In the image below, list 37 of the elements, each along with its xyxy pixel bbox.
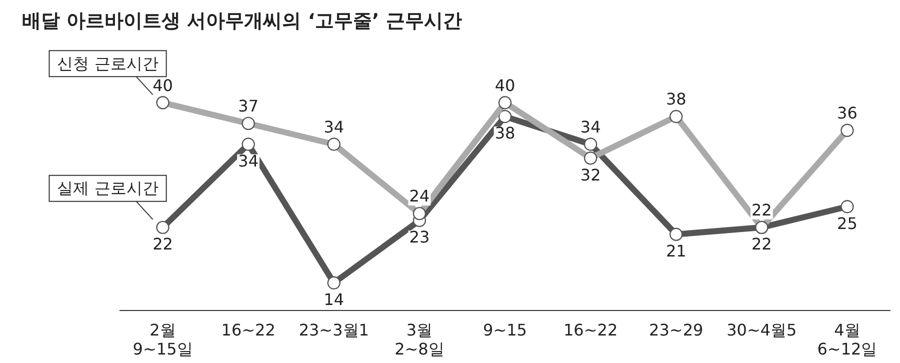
data-label: 24 xyxy=(409,186,430,206)
data-label: 38 xyxy=(494,124,516,143)
data-label: 38 xyxy=(666,90,686,109)
data-label: 25 xyxy=(837,214,858,233)
data-label: 14 xyxy=(324,290,344,310)
point xyxy=(242,138,255,151)
x-tick-label: 16~22 xyxy=(563,320,618,340)
point xyxy=(498,110,512,124)
point xyxy=(840,200,854,214)
data-label: 37 xyxy=(238,96,259,116)
chart-title: 배달 아르바이트생 서아무개씨의 ‘고무줄’ 근무시간 xyxy=(21,9,463,34)
point xyxy=(327,276,340,290)
data-label: 40 xyxy=(152,76,173,95)
data-label: 32 xyxy=(580,165,601,184)
data-label: 34 xyxy=(580,117,601,136)
point xyxy=(156,220,170,234)
point xyxy=(670,228,683,241)
x-tick-label: 3월 2~8일 xyxy=(394,320,444,359)
data-label: 23 xyxy=(409,228,430,247)
data-label: 22 xyxy=(751,234,772,254)
x-tick-label: 2월 9~15일 xyxy=(132,320,193,359)
data-label: 34 xyxy=(238,151,259,170)
series-label: 신청 근로시간 xyxy=(57,54,158,73)
x-tick-label: 23~29 xyxy=(649,320,704,340)
data-label: 36 xyxy=(837,104,858,123)
data-label: 22 xyxy=(152,234,173,254)
x-tick-label: 9~15 xyxy=(483,320,527,340)
point xyxy=(584,138,598,151)
series-label: 실제 근로시간 xyxy=(57,178,158,198)
x-tick-label: 30~4월5 xyxy=(726,320,797,340)
data-label: 40 xyxy=(494,76,516,95)
data-label: 34 xyxy=(324,117,344,136)
data-label: 22 xyxy=(751,200,772,220)
x-tick-label: 23~3월1 xyxy=(298,320,369,340)
data-label: 21 xyxy=(666,242,686,261)
x-tick-label: 16~22 xyxy=(221,320,276,340)
x-tick-label: 4월 6~12일 xyxy=(817,320,878,359)
